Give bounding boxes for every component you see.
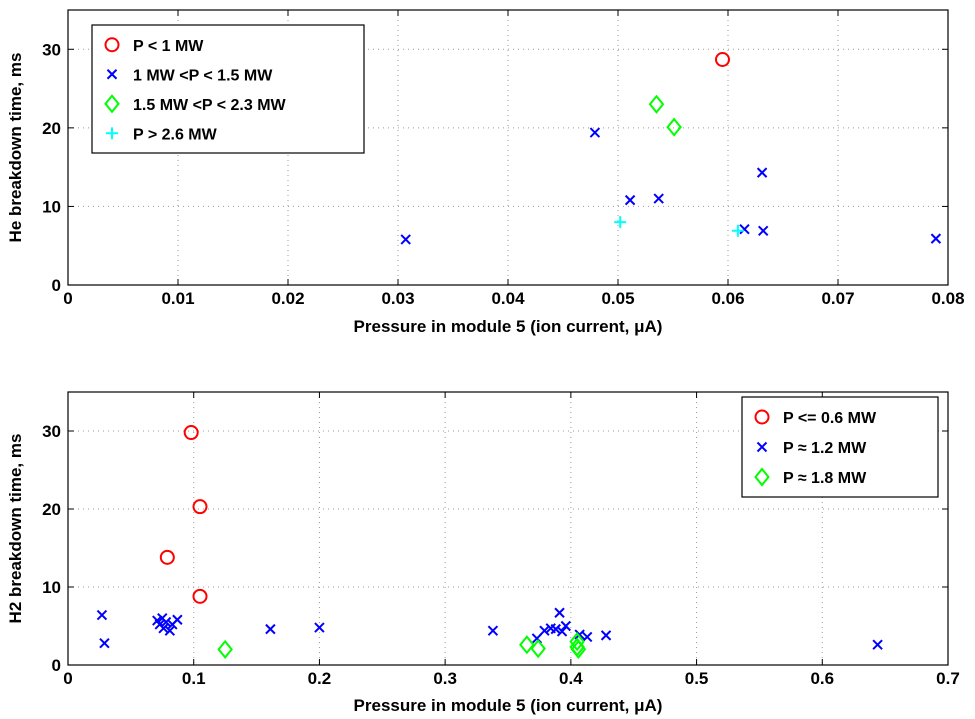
y-tick-label: 20 (42, 500, 61, 519)
x-tick-label: 0.02 (271, 289, 304, 308)
y-tick-label: 10 (42, 197, 61, 216)
y-tick-label: 0 (52, 276, 61, 295)
data-point (159, 549, 175, 565)
data-point (614, 216, 627, 229)
data-point (487, 625, 499, 636)
legend-label: 1 MW <P < 1.5 MW (133, 67, 273, 84)
x-tick-label: 0.5 (685, 669, 709, 688)
legend-label: P <= 0.6 MW (783, 410, 877, 427)
data-point (581, 631, 593, 643)
data-point (539, 625, 550, 636)
x-tick-label: 0.4 (559, 669, 583, 688)
y-tick-label: 30 (42, 40, 61, 59)
data-point (192, 499, 208, 515)
x-tick-label: 0 (63, 669, 72, 688)
data-point (99, 637, 110, 649)
data-point (715, 52, 730, 67)
y-axis-label: He breakdown time, ms (6, 53, 25, 243)
data-point (731, 224, 744, 237)
y-tick-label: 30 (42, 422, 61, 441)
axes-frame (67, 9, 949, 286)
x-axis-label: Pressure in module 5 (ion current, μA) (354, 696, 663, 715)
x-tick-label: 0.03 (381, 289, 414, 308)
data-point (158, 623, 169, 634)
series-1 (715, 52, 730, 67)
x-tick-label: 0.04 (491, 289, 525, 308)
x-tick-label: 0.01 (161, 289, 194, 308)
data-point (550, 623, 561, 635)
data-point (400, 234, 411, 245)
data-point (574, 629, 585, 640)
x-tick-label: 0.08 (931, 289, 964, 308)
data-point (530, 639, 546, 659)
legend-label: P ≈ 1.2 MW (783, 440, 867, 457)
x-tick-label: 0.7 (936, 669, 960, 688)
series-3 (217, 632, 587, 659)
x-tick-label: 0.1 (182, 669, 206, 688)
data-point (666, 117, 682, 137)
chart-2: 0 0.1 0.2 0.3 0.4 0.5 0.6 0.7 0 10 20 30 Pressure in… (6, 391, 960, 715)
x-tick-label: 0.06 (711, 289, 744, 308)
legend: P < 1 MW 1 MW <P < 1.5 MW 1.5 MW <P < 2.3 … (91, 24, 365, 154)
x-tick-label: 0.07 (821, 289, 854, 308)
legend-marker (106, 69, 118, 80)
legend-marker (754, 409, 770, 425)
data-point (183, 425, 199, 441)
y-axis-label: H2 breakdown time, ms (6, 434, 25, 624)
legend-marker (104, 94, 120, 114)
data-point (160, 616, 172, 628)
data-point (739, 224, 750, 235)
series-2 (400, 127, 942, 245)
data-point (570, 639, 587, 659)
series-2 (96, 607, 883, 650)
legend-marker (104, 37, 120, 53)
x-tick-label: 0.05 (601, 289, 634, 308)
data-point (265, 623, 276, 635)
data-point (164, 625, 176, 636)
legend-marker (106, 127, 118, 140)
data-point (96, 609, 108, 621)
data-point (648, 94, 665, 114)
series-1 (159, 425, 208, 604)
data-point (560, 620, 572, 632)
legend-label: 1.5 MW <P < 2.3 MW (133, 97, 287, 114)
data-point (589, 127, 601, 138)
y-tick-label: 20 (42, 119, 61, 138)
data-point (172, 614, 183, 625)
legend-marker (756, 441, 768, 453)
x-tick-label: 0.6 (810, 669, 834, 688)
data-point (757, 225, 769, 236)
data-point (930, 233, 942, 244)
x-tick-label: 0 (63, 289, 72, 308)
legend-label: P > 2.6 MW (133, 126, 218, 143)
legend-box (91, 24, 365, 154)
series-4 (614, 216, 744, 237)
series-3 (648, 94, 682, 137)
data-point (624, 194, 636, 206)
legend: P <= 0.6 MW P ≈ 1.2 MW P ≈ 1.8 MW (741, 396, 939, 498)
data-point (192, 588, 208, 604)
data-point (569, 632, 585, 652)
data-point (519, 635, 535, 655)
legend-label: P ≈ 1.8 MW (783, 470, 867, 487)
data-point (600, 630, 612, 641)
axes-frame (67, 391, 949, 666)
y-tick-label: 10 (42, 578, 61, 597)
legend-marker (754, 467, 770, 487)
chart-1: 0 0.01 0.02 0.03 0.04 0.05 0.06 0.07 0.08 0 10 20 30… (6, 9, 965, 336)
x-tick-label: 0.3 (433, 669, 457, 688)
legend-label: P < 1 MW (133, 38, 204, 55)
data-point (314, 622, 325, 633)
data-point (556, 626, 568, 637)
y-tick-label: 0 (52, 656, 61, 675)
x-axis-label: Pressure in module 5 (ion current, μA) (354, 317, 663, 336)
data-point (217, 639, 233, 659)
legend-box (741, 396, 939, 498)
data-point (653, 193, 664, 204)
data-point (872, 639, 883, 650)
data-point (554, 607, 565, 618)
x-tick-label: 0.2 (308, 669, 332, 688)
data-point (756, 167, 768, 178)
